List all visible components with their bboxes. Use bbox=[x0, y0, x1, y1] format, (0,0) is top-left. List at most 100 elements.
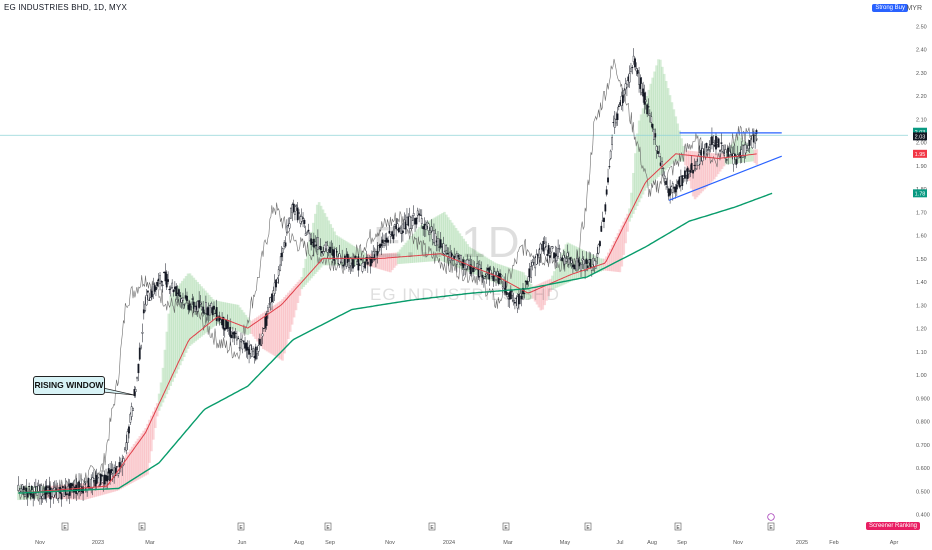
cloud-segment bbox=[504, 266, 508, 289]
candle-body bbox=[136, 377, 138, 379]
candle-body bbox=[567, 258, 570, 265]
cloud-segment bbox=[383, 253, 386, 271]
cloud-segment bbox=[734, 139, 737, 164]
cloud-segment bbox=[400, 247, 404, 264]
cloud-segment bbox=[375, 253, 379, 269]
cloud-segment bbox=[244, 314, 248, 335]
currency-label: MYR bbox=[906, 5, 922, 12]
earnings-marker[interactable] bbox=[237, 522, 245, 531]
cloud-segment bbox=[614, 237, 618, 272]
ema-fast-line bbox=[18, 153, 757, 494]
cloud-segment bbox=[506, 267, 510, 290]
candle-body bbox=[505, 291, 508, 296]
candle-body bbox=[280, 252, 283, 258]
cloud-segment bbox=[117, 465, 120, 491]
cloud-segment bbox=[256, 316, 259, 342]
rising-window-callout[interactable]: RISING WINDOW bbox=[33, 376, 105, 395]
cloud-segment bbox=[186, 273, 190, 349]
cloud-segment bbox=[655, 65, 658, 179]
screener-ranking-badge[interactable]: Screener Ranking bbox=[865, 522, 920, 530]
cloud-segment bbox=[337, 236, 340, 266]
x-tick-label: Apr bbox=[890, 540, 899, 546]
cloud-segment bbox=[697, 151, 701, 196]
earnings-marker[interactable] bbox=[674, 522, 682, 531]
earnings-marker[interactable] bbox=[428, 522, 436, 531]
candle-body bbox=[288, 223, 291, 229]
strong-buy-badge[interactable]: Strong Buy bbox=[872, 4, 908, 12]
candle-body bbox=[17, 484, 20, 491]
candle-body bbox=[661, 160, 663, 169]
cloud-segment bbox=[221, 301, 225, 326]
candle-body bbox=[265, 313, 268, 326]
candle-body bbox=[669, 188, 672, 196]
earnings-marker[interactable] bbox=[502, 522, 510, 531]
support-trendline[interactable] bbox=[668, 155, 782, 201]
candle-body bbox=[609, 150, 612, 159]
candle-body bbox=[322, 251, 325, 255]
cloud-segment bbox=[645, 96, 649, 188]
candle-body bbox=[439, 239, 442, 248]
earnings-marker[interactable] bbox=[138, 522, 146, 531]
candle-body bbox=[554, 253, 557, 257]
candle-body bbox=[644, 99, 647, 102]
candle-body bbox=[450, 252, 453, 258]
candle-body bbox=[83, 482, 86, 485]
ichimoku-cloud bbox=[17, 59, 759, 501]
cloud-segment bbox=[367, 253, 371, 267]
candle-body bbox=[562, 254, 565, 259]
cloud-segment bbox=[520, 271, 523, 297]
cloud-segment bbox=[88, 482, 92, 499]
candle-body bbox=[480, 268, 483, 270]
candle-body bbox=[168, 289, 171, 291]
candle-body bbox=[319, 245, 322, 251]
cloud-segment bbox=[321, 209, 325, 266]
cloud-segment bbox=[668, 95, 672, 167]
candle-body bbox=[273, 282, 276, 294]
cloud-segment bbox=[747, 145, 751, 162]
cloud-segment bbox=[728, 146, 732, 165]
cloud-segment bbox=[153, 407, 157, 429]
candle-body bbox=[530, 266, 533, 278]
cloud-segment bbox=[516, 270, 520, 295]
candle-body bbox=[199, 302, 202, 305]
cloud-segment bbox=[610, 244, 614, 272]
candle-body bbox=[547, 245, 550, 254]
candle-body bbox=[32, 493, 35, 499]
candle-body bbox=[132, 407, 134, 411]
candle-body bbox=[654, 133, 657, 138]
candle-body bbox=[549, 255, 551, 258]
cloud-segment bbox=[527, 281, 531, 300]
x-tick-label: Aug bbox=[647, 540, 657, 546]
cloud-segment bbox=[524, 275, 527, 299]
cloud-segment bbox=[477, 252, 481, 277]
cloud-segment bbox=[140, 433, 144, 478]
candle-body bbox=[616, 113, 619, 121]
candle-body bbox=[95, 475, 98, 485]
candle-body bbox=[284, 242, 287, 247]
candle-body bbox=[443, 251, 446, 255]
cloud-segment bbox=[155, 403, 159, 417]
candle-body bbox=[30, 486, 33, 491]
candle-body bbox=[258, 338, 261, 345]
dividend-marker[interactable] bbox=[767, 513, 775, 521]
cloud-segment bbox=[273, 304, 277, 356]
y-tick-label: 1.40 bbox=[916, 280, 927, 286]
candle-body bbox=[747, 145, 750, 149]
y-tick-label: 0.700 bbox=[916, 443, 930, 449]
candle-body bbox=[118, 462, 121, 468]
time-axis[interactable]: Nov 2023 Mar Jun Aug Sep Nov 2024 Mar May Jul Aug Se… bbox=[35, 513, 899, 546]
earnings-marker[interactable] bbox=[61, 522, 69, 531]
candle-body bbox=[169, 287, 172, 289]
price-tag-label: 1.78 bbox=[915, 192, 926, 198]
earnings-marker[interactable] bbox=[584, 522, 592, 531]
ema-slow-line bbox=[18, 192, 773, 494]
cloud-segment bbox=[474, 250, 477, 275]
cloud-segment bbox=[364, 253, 367, 266]
earnings-marker[interactable] bbox=[767, 522, 775, 531]
cloud-segment bbox=[547, 279, 550, 297]
earnings-marker[interactable] bbox=[324, 522, 332, 531]
candle-body bbox=[605, 189, 608, 195]
cloud-segment bbox=[223, 302, 226, 327]
candle-body bbox=[511, 291, 514, 296]
